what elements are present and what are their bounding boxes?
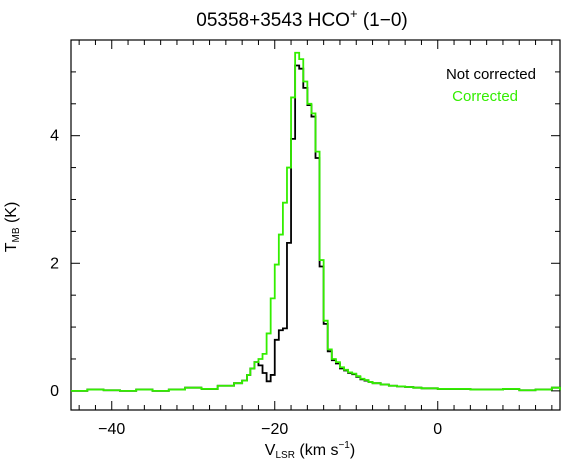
chart-title-prefix: 05358+3543 HCO: [196, 10, 350, 31]
legend-entry-not-corrected: Not corrected: [446, 66, 536, 83]
chart-title-suffix: (1−0): [358, 10, 408, 31]
chart-title-superscript: +: [350, 6, 358, 21]
y-tick-label: 4: [50, 128, 59, 145]
series-group: [71, 51, 561, 392]
x-axis-label-main: V: [265, 442, 276, 459]
series-line-corrected: [71, 51, 561, 392]
x-tick-label: −20: [261, 421, 288, 438]
y-axis-ticks: 0 2 4: [50, 39, 560, 400]
x-tick-label: −40: [98, 421, 125, 438]
legend-entry-corrected: Corrected: [452, 88, 518, 105]
x-axis-label-sub: LSR: [275, 450, 294, 459]
x-axis-ticks: −40 −20 0: [78, 40, 553, 438]
legend: Not corrected Corrected: [446, 66, 536, 105]
y-axis-label-units: (K): [3, 202, 20, 228]
y-axis-label-main: T: [3, 242, 20, 252]
x-tick-label: 0: [433, 421, 442, 438]
x-axis-label-sup: −1: [338, 440, 350, 451]
y-tick-label: 0: [50, 383, 59, 400]
x-axis-label: VLSR (km s−1): [265, 440, 355, 459]
y-axis-label: TMB (K): [3, 202, 22, 253]
plot-frame: [70, 39, 561, 411]
y-axis-label-sub: MB: [11, 227, 22, 242]
y-tick-label: 2: [50, 255, 59, 272]
x-axis-label-units: (km s: [295, 442, 339, 459]
x-axis-label-close: ): [350, 442, 355, 459]
chart-title: 05358+3543 HCO+ (1−0): [196, 6, 407, 31]
